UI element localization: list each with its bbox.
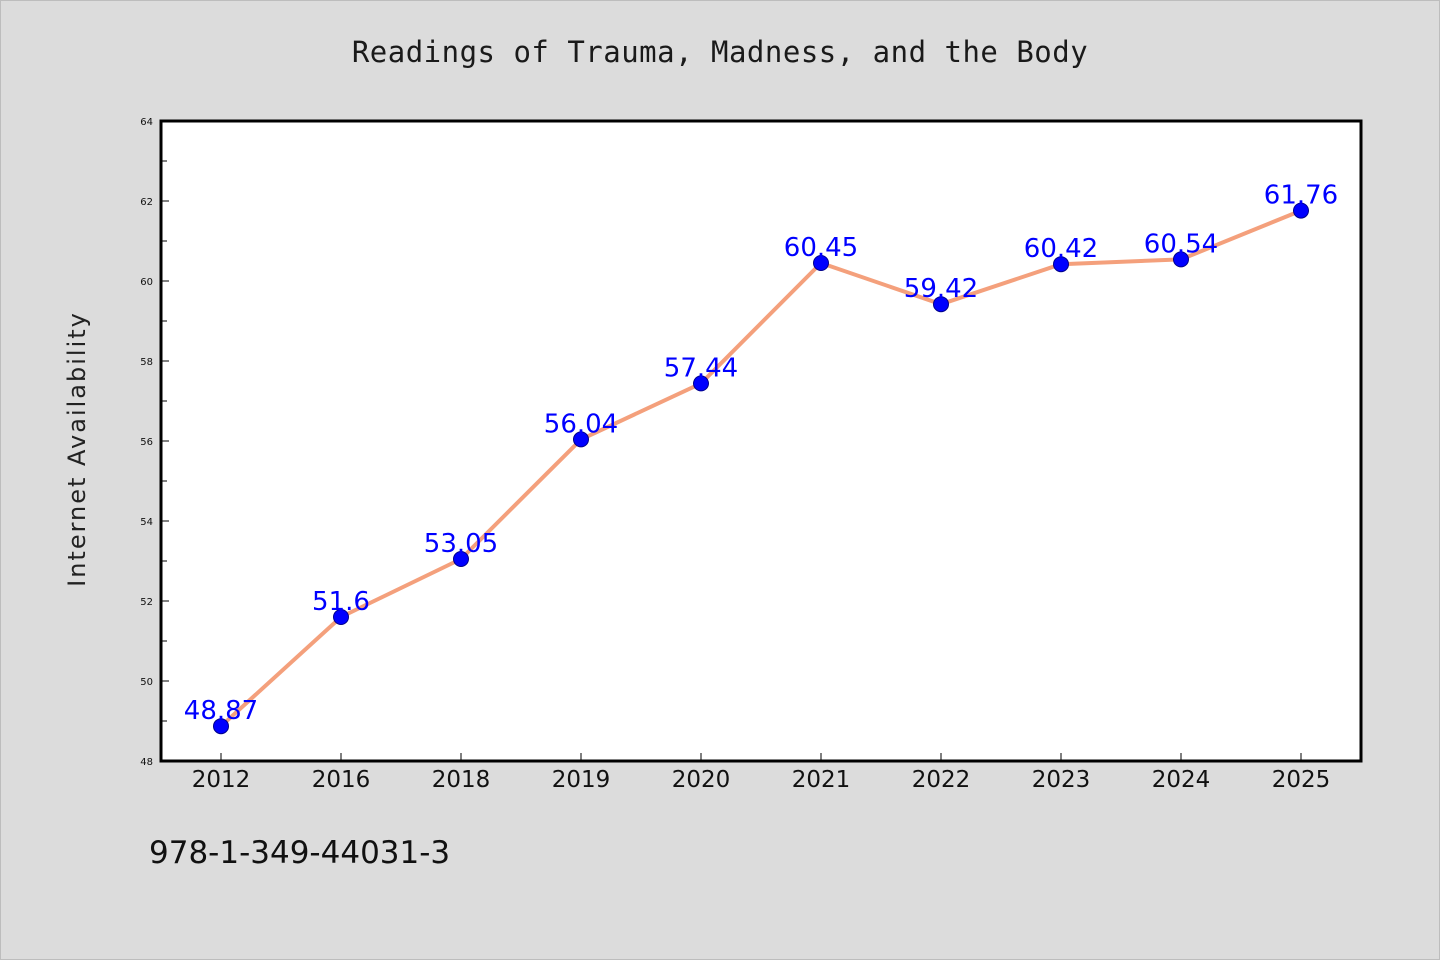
- chart-title: Readings of Trauma, Madness, and the Bod…: [351, 35, 1089, 69]
- data-label: 60.54: [1144, 229, 1218, 259]
- data-point: [813, 255, 829, 271]
- plot-area: [161, 121, 1361, 761]
- plot-frame: [159, 119, 1363, 763]
- x-tick-label: 2023: [1032, 767, 1091, 793]
- x-tick-label: 2016: [312, 767, 371, 793]
- data-label: 60.45: [784, 233, 858, 263]
- x-tick-label: 2020: [672, 767, 731, 793]
- x-tick-label: 2019: [552, 767, 611, 793]
- y-tick-label: 56: [140, 437, 153, 448]
- data-point: [213, 718, 229, 735]
- y-tick-label: 48: [140, 757, 153, 768]
- data-label: 56.04: [544, 409, 618, 439]
- data-point: [933, 296, 949, 313]
- data-label: 57.44: [664, 353, 738, 383]
- y-tick-label: 64: [140, 117, 153, 128]
- data-label: 60.42: [1024, 234, 1098, 264]
- y-tick-label: 60: [140, 277, 153, 288]
- data-point: [1053, 256, 1069, 273]
- data-label: 53.05: [424, 529, 498, 559]
- data-point: [453, 551, 469, 567]
- y-tick-label: 58: [140, 357, 153, 368]
- x-tick-label: 2012: [192, 767, 251, 793]
- isbn-text: 978-1-349-44031-3: [149, 835, 451, 871]
- y-tick-label: 50: [140, 677, 153, 688]
- data-point: [1293, 202, 1309, 219]
- x-tick-label: 2022: [912, 767, 971, 793]
- x-tick-label: 2025: [1272, 767, 1331, 793]
- data-point: [333, 609, 349, 625]
- data-point: [693, 375, 709, 392]
- x-tick-label: 2021: [792, 767, 851, 793]
- data-point: [1173, 251, 1189, 268]
- data-label: 59.42: [904, 274, 978, 304]
- y-tick-label: 54: [140, 517, 153, 528]
- data-label: 61.76: [1264, 181, 1338, 211]
- data-point: [573, 431, 589, 448]
- x-tick-label: 2024: [1152, 767, 1211, 793]
- x-tick-label: 2018: [432, 767, 491, 793]
- series-line: [219, 208, 1303, 729]
- y-tick-label: 52: [140, 597, 153, 608]
- data-label: 48.87: [184, 696, 258, 726]
- data-label: 51.6: [312, 587, 370, 617]
- y-tick-label: 62: [140, 197, 153, 208]
